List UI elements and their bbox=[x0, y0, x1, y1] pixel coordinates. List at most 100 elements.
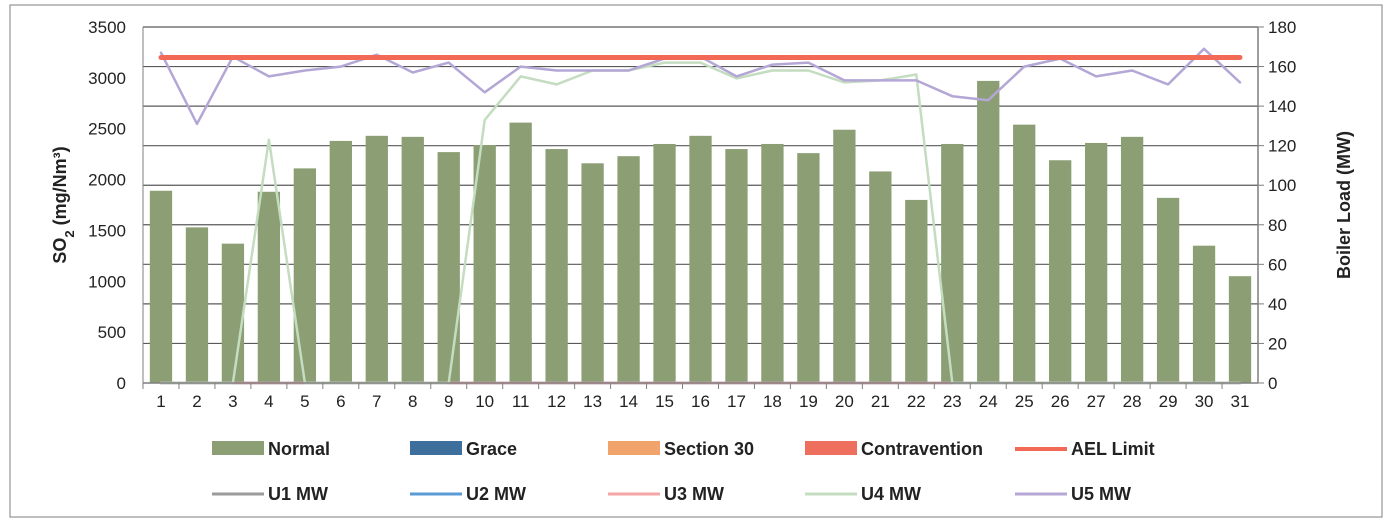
x-tick-label: 24 bbox=[979, 392, 998, 411]
bar-normal-day-6 bbox=[329, 140, 352, 383]
x-tick-label: 4 bbox=[264, 392, 273, 411]
x-tick-label: 18 bbox=[763, 392, 782, 411]
x-tick-label: 3 bbox=[228, 392, 237, 411]
chart-frame bbox=[9, 4, 1383, 518]
legend-label-u1-mw: U1 MW bbox=[268, 484, 328, 504]
left-axis-title: SO2 (mg/Nm³) bbox=[50, 146, 77, 263]
x-tick-label: 31 bbox=[1231, 392, 1250, 411]
right-tick-label: 120 bbox=[1268, 137, 1296, 156]
right-tick-label: 80 bbox=[1268, 216, 1287, 235]
bar-normal-day-29 bbox=[1156, 197, 1180, 383]
legend-label-u5-mw: U5 MW bbox=[1071, 484, 1131, 504]
x-tick-label: 27 bbox=[1087, 392, 1106, 411]
bar-normal-day-15 bbox=[653, 143, 676, 383]
bar-normal-day-9 bbox=[437, 152, 460, 383]
x-tick-label: 20 bbox=[835, 392, 854, 411]
x-tick-label: 6 bbox=[336, 392, 345, 411]
bar-normal-day-17 bbox=[725, 149, 748, 383]
x-tick-label: 16 bbox=[691, 392, 710, 411]
right-tick-label: 160 bbox=[1268, 58, 1296, 77]
left-tick-label: 2500 bbox=[88, 120, 126, 139]
bar-normal-day-16 bbox=[689, 135, 712, 383]
bar-normal-day-7 bbox=[365, 135, 388, 383]
left-tick-label: 1500 bbox=[88, 221, 126, 240]
x-tick-label: 5 bbox=[300, 392, 309, 411]
bar-normal-day-11 bbox=[509, 122, 532, 384]
bar-normal-day-19 bbox=[797, 153, 820, 383]
x-tick-label: 25 bbox=[1015, 392, 1034, 411]
left-tick-label: 500 bbox=[98, 323, 126, 342]
left-tick-label: 3000 bbox=[88, 69, 126, 88]
right-tick-label: 100 bbox=[1268, 176, 1296, 195]
x-tick-label: 19 bbox=[799, 392, 818, 411]
x-tick-label: 30 bbox=[1195, 392, 1214, 411]
x-tick-label: 11 bbox=[512, 392, 530, 411]
x-tick-label: 17 bbox=[727, 392, 746, 411]
x-tick-label: 1 bbox=[156, 392, 165, 411]
x-tick-label: 29 bbox=[1159, 392, 1178, 411]
legend-swatch-section-30 bbox=[608, 441, 660, 455]
bar-normal-day-12 bbox=[545, 149, 568, 383]
bar-normal-day-26 bbox=[1049, 160, 1072, 383]
x-tick-label: 22 bbox=[907, 392, 926, 411]
left-tick-label: 2000 bbox=[88, 171, 126, 190]
x-tick-label: 14 bbox=[619, 392, 638, 411]
bar-normal-day-1 bbox=[149, 190, 173, 383]
bar-series-normal bbox=[149, 80, 1252, 384]
x-tick-label: 21 bbox=[871, 392, 890, 411]
axes bbox=[142, 27, 1259, 384]
bar-normal-day-30 bbox=[1192, 245, 1216, 383]
x-tick-label: 7 bbox=[372, 392, 381, 411]
bar-normal-day-31 bbox=[1228, 276, 1252, 383]
right-tick-label: 0 bbox=[1268, 374, 1277, 393]
legend-label-u4-mw: U4 MW bbox=[861, 484, 921, 504]
bar-normal-day-4 bbox=[257, 191, 281, 383]
line-u5-mw bbox=[159, 47, 1242, 126]
right-axis-title: Boiler Load (MW) bbox=[1334, 131, 1354, 279]
x-tick-label: 26 bbox=[1051, 392, 1070, 411]
bar-normal-day-22 bbox=[905, 199, 928, 383]
x-tick-label: 9 bbox=[444, 392, 453, 411]
left-tick-label: 1000 bbox=[88, 272, 126, 291]
right-tick-label: 60 bbox=[1268, 255, 1287, 274]
bar-normal-day-28 bbox=[1120, 136, 1144, 383]
legend-label-grace: Grace bbox=[466, 439, 517, 459]
tick-labels: 0 500 1000 1500 2000 2500 3000 3500 0 20 40 60 80 100… bbox=[88, 18, 1296, 411]
x-tick-label: 15 bbox=[655, 392, 674, 411]
x-tick-label: 10 bbox=[475, 392, 494, 411]
bar-normal-day-27 bbox=[1084, 142, 1108, 383]
legend-label-u2-mw: U2 MW bbox=[466, 484, 526, 504]
legend-label-u3-mw: U3 MW bbox=[664, 484, 724, 504]
x-tick-label: 2 bbox=[192, 392, 201, 411]
bar-normal-day-5 bbox=[293, 168, 317, 383]
bar-normal-day-24 bbox=[977, 80, 1000, 383]
bar-normal-day-20 bbox=[833, 129, 856, 383]
right-tick-label: 40 bbox=[1268, 295, 1287, 314]
legend-label-section-30: Section 30 bbox=[664, 439, 754, 459]
bar-normal-day-25 bbox=[1013, 124, 1036, 383]
right-tick-label: 140 bbox=[1268, 97, 1296, 116]
legend-swatch-contravention bbox=[805, 441, 857, 455]
legend-swatch-grace bbox=[410, 441, 462, 455]
x-tick-label: 23 bbox=[943, 392, 962, 411]
legend-label-ael-limit: AEL Limit bbox=[1071, 439, 1155, 459]
left-tick-label: 3500 bbox=[88, 18, 126, 37]
x-tick-label: 13 bbox=[583, 392, 602, 411]
bar-normal-day-18 bbox=[761, 143, 784, 383]
x-tick-label: 28 bbox=[1123, 392, 1142, 411]
legend: Normal Grace Section 30 Contravention AEL Li… bbox=[212, 439, 1155, 504]
legend-label-contravention: Contravention bbox=[861, 439, 983, 459]
legend-swatch-normal bbox=[212, 441, 264, 455]
legend-label-normal: Normal bbox=[268, 439, 330, 459]
bar-normal-day-2 bbox=[185, 227, 209, 383]
bar-normal-day-13 bbox=[581, 163, 604, 383]
bar-normal-day-10 bbox=[473, 144, 496, 383]
right-tick-label: 20 bbox=[1268, 334, 1287, 353]
x-tick-label: 8 bbox=[408, 392, 417, 411]
left-tick-label: 0 bbox=[117, 374, 126, 393]
x-tick-label: 12 bbox=[547, 392, 566, 411]
bar-normal-day-23 bbox=[941, 143, 964, 383]
right-tick-label: 180 bbox=[1268, 18, 1296, 37]
